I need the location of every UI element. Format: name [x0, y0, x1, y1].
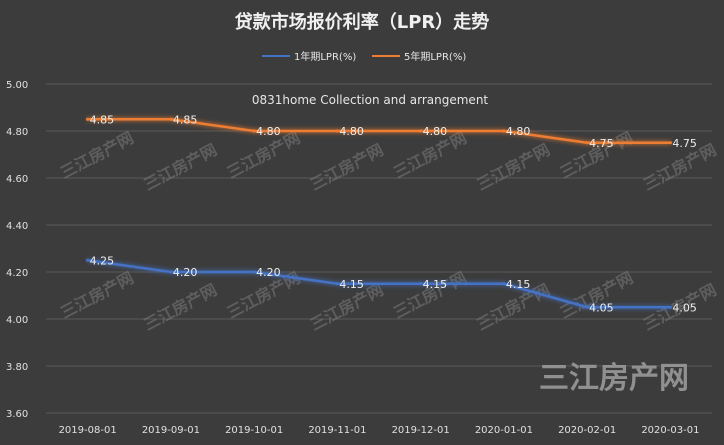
x-tick-label: 2020-01-01: [475, 425, 533, 436]
series-line-1yr: [87, 259, 671, 309]
x-tick-label: 2019-09-01: [142, 425, 200, 436]
data-label: 4.80: [339, 125, 364, 138]
watermark-text: 三江房产网: [474, 140, 554, 194]
watermark-text: 三江房产网: [141, 140, 221, 194]
y-tick-label: 4.60: [6, 174, 28, 185]
data-label: 4.85: [90, 113, 115, 126]
x-axis: 2019-08-01 2019-09-01 2019-10-01 2019-11-01…: [59, 425, 700, 436]
watermark-text: 三江房产网: [57, 268, 137, 322]
data-point: [86, 117, 90, 121]
chart-title: 贷款市场报价利率（LPR）走势: [235, 11, 490, 33]
data-label: 4.20: [173, 266, 198, 279]
y-axis: 3.60 3.80 4.00 4.20 4.40 4.60 4.80 5.00: [6, 80, 28, 420]
data-point: [335, 282, 339, 286]
data-label: 4.25: [90, 254, 115, 267]
data-point: [169, 270, 173, 274]
x-tick-label: 2020-03-01: [641, 425, 699, 436]
watermark-text: 三江房产网: [307, 140, 387, 194]
data-label: 4.85: [173, 113, 198, 126]
source-note: 0831home Collection and arrangement: [252, 93, 489, 107]
data-point: [252, 129, 256, 133]
data-point: [502, 129, 506, 133]
data-point: [419, 282, 423, 286]
legend-label: 5年期LPR(%): [404, 50, 466, 63]
y-tick-label: 3.80: [6, 362, 28, 373]
x-tick-label: 2019-10-01: [225, 425, 283, 436]
data-label: 4.75: [589, 137, 614, 150]
data-label: 4.80: [423, 125, 448, 138]
y-tick-label: 5.00: [6, 80, 28, 91]
x-tick-label: 2019-12-01: [392, 425, 450, 436]
legend: 1年期LPR(%) 5年期LPR(%): [262, 50, 466, 63]
watermark-text: 三江房产网: [390, 268, 470, 322]
watermark-layer: 三江房产网三江房产网三江房产网三江房产网三江房产网三江房产网三江房产网三江房产网…: [57, 128, 719, 334]
data-point: [252, 270, 256, 274]
x-tick-label: 2019-11-01: [308, 425, 366, 436]
data-label: 4.15: [423, 278, 448, 291]
data-label: 4.15: [506, 278, 531, 291]
data-point: [502, 282, 506, 286]
data-point: [668, 305, 672, 309]
y-tick-label: 4.20: [6, 268, 28, 279]
legend-label: 1年期LPR(%): [294, 50, 356, 63]
y-tick-label: 3.60: [6, 409, 28, 420]
data-label: 4.15: [339, 278, 364, 291]
watermark-logo: 三江房产网: [539, 361, 689, 396]
data-point: [585, 305, 589, 309]
y-tick-label: 4.40: [6, 221, 28, 232]
data-point: [585, 141, 589, 145]
x-tick-label: 2020-02-01: [558, 425, 616, 436]
data-point: [86, 258, 90, 262]
data-label: 4.20: [256, 266, 281, 279]
watermark-text: 三江房产网: [57, 128, 137, 182]
y-tick-label: 4.00: [6, 315, 28, 326]
data-label: 4.05: [589, 301, 614, 314]
data-point: [419, 129, 423, 133]
series-line-5yr: [87, 118, 671, 144]
series-layer: 4.25 4.20 4.20 4.15 4.15 4.15 4.05 4.05 4.85 4.85…: [86, 113, 697, 314]
data-label: 4.80: [256, 125, 281, 138]
data-label: 4.75: [672, 137, 697, 150]
x-tick-label: 2019-08-01: [59, 425, 117, 436]
data-point: [335, 129, 339, 133]
y-tick-label: 4.80: [6, 127, 28, 138]
data-point: [169, 117, 173, 121]
data-point: [668, 141, 672, 145]
data-label: 4.05: [672, 301, 697, 314]
watermark-text: 三江房产网: [141, 280, 221, 334]
data-label: 4.80: [506, 125, 531, 138]
